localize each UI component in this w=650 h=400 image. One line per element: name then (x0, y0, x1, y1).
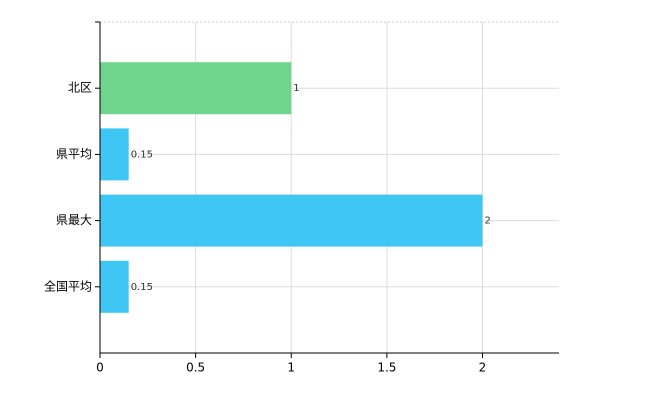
x-tick-label: 0 (96, 361, 104, 375)
y-tick-label: 県最大 (56, 213, 92, 227)
value-label: 1 (293, 83, 299, 94)
value-label: 2 (485, 216, 491, 227)
x-tick-label: 1.5 (377, 361, 396, 375)
x-tick-label: 2 (479, 361, 487, 375)
x-tick-label: 0.5 (186, 361, 205, 375)
bar (100, 260, 129, 313)
value-label: 0.15 (131, 149, 153, 160)
bar (100, 128, 129, 181)
value-label: 0.15 (131, 282, 153, 293)
bar (100, 62, 292, 115)
bar (100, 194, 483, 247)
y-tick-label: 県平均 (56, 147, 92, 161)
y-tick-label: 全国平均 (44, 278, 92, 293)
x-tick-label: 1 (287, 361, 295, 375)
y-tick-label: 北区 (68, 81, 92, 95)
